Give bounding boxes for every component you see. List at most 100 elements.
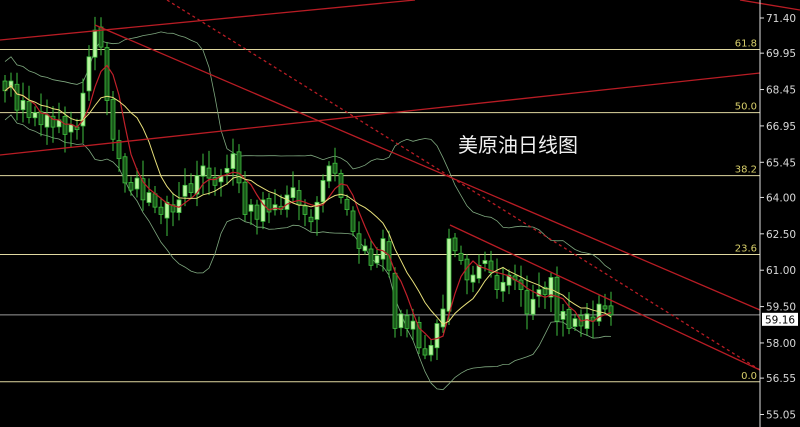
candle-body [122,156,128,184]
candle-body [362,245,368,252]
candle-body [560,311,566,320]
last-price-box [762,312,798,326]
candle-body [500,281,506,292]
bollinger-lower [4,114,612,391]
candle-body [32,112,38,119]
candle-body [266,198,272,213]
candle-body [548,277,554,298]
bollinger-upper [4,31,612,270]
candle-body [404,315,410,329]
candle-body [8,80,14,89]
candle-body [410,320,416,330]
candle-body [50,115,56,128]
candle-body [488,260,494,274]
candle-body [206,167,212,179]
candle-body [200,165,206,177]
candle-body [224,167,230,173]
candle-body [182,184,188,197]
candle-body [230,153,236,169]
candle-body [92,29,98,58]
candle-body [20,100,26,111]
candle-body [392,272,398,329]
candle-body [236,151,242,184]
candle-body [584,313,590,329]
tick-label: 69.95 [766,48,796,60]
fibonacci-levels: 61.8 50.0 38.2 23.6 0.0 [0,39,760,383]
candle-body [368,248,374,266]
candle-body [554,276,560,322]
tick-label: 59.50 [766,302,796,314]
tick-label: 56.55 [766,373,796,385]
candle-body [482,260,488,265]
fib-label: 50.0 [735,102,757,113]
trendline [739,0,800,11]
candle-body [44,114,50,128]
candle-body [374,255,380,264]
candle-body [416,321,422,349]
last-price-label: 59.16 [765,314,795,326]
dashed-trendline [166,0,761,371]
candle-body [332,162,338,174]
tick-label: 55.05 [766,409,796,421]
candle-body [506,274,512,286]
price-axis: 71.40 69.95 68.45 66.95 65.45 64.00 62.50 61.00… [760,13,798,421]
trendline [0,72,761,156]
candle-body [152,193,158,208]
candle-body [170,204,176,213]
candle-body [344,199,350,210]
candle-body [146,192,152,203]
candle-body [272,204,278,211]
candle-body [158,206,164,215]
candle-body [26,100,32,118]
bollinger-bands [4,31,612,391]
candle-body [254,204,260,220]
tick-label: 62.50 [766,229,796,241]
candle-body [446,238,452,312]
candle-body [14,83,20,111]
candle-body [62,116,68,135]
candle-body [242,181,248,215]
candle-body [476,264,482,279]
candle-body [356,233,362,249]
trendline [449,224,761,371]
moving-averages [4,64,612,341]
candle-body [350,210,356,232]
tick-label: 58.00 [766,338,796,350]
candle-body [470,274,476,283]
ma5-line [4,64,612,341]
candle-body [194,175,200,195]
tick-label: 66.95 [766,121,796,133]
candles [2,16,614,362]
candle-body [110,99,116,140]
candle-body [86,56,92,92]
candle-body [140,178,146,201]
candle-body [398,313,404,329]
candle-body [38,111,44,126]
tick-label: 64.00 [766,192,796,204]
candle-body [290,187,296,199]
candle-body [494,275,500,290]
candle-body [134,177,140,190]
trendline [94,24,761,311]
candle-body [116,140,122,160]
candle-body [380,238,386,260]
candle-body [542,286,548,295]
candle-body [608,305,614,316]
candle-body [308,216,314,223]
candle-body [296,190,302,206]
candle-body [80,92,86,127]
candle-body [68,124,74,133]
trendlines [0,0,800,371]
candle-body [248,204,254,212]
ma10-line [4,85,612,325]
candle-body [464,258,470,281]
tick-label: 71.40 [766,13,796,25]
candle-body [104,47,110,101]
trendline [0,0,416,41]
candle-body [302,205,308,215]
candle-body [164,201,170,219]
fib-label: 38.2 [735,165,757,176]
candle-body [530,298,536,315]
candle-body [260,199,266,222]
